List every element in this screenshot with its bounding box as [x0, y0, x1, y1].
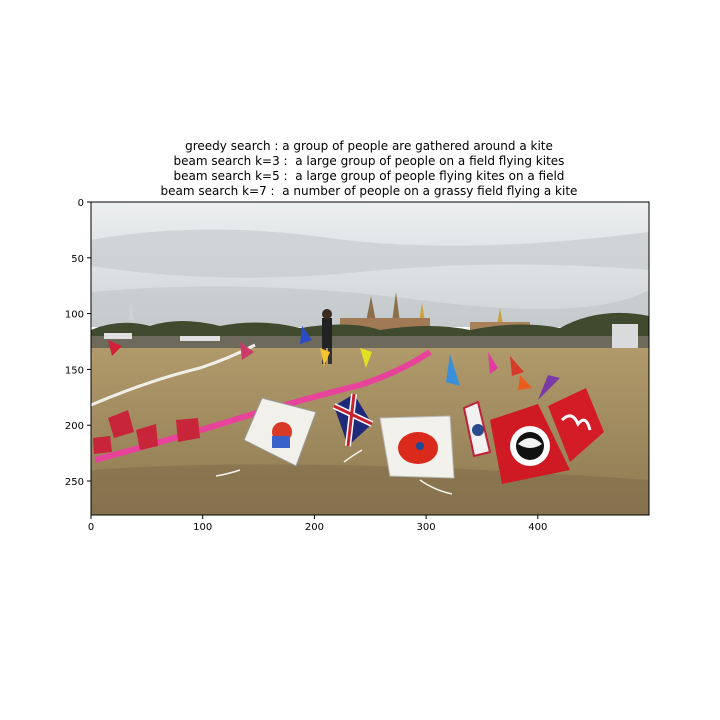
- y-tick-label: 200: [65, 421, 84, 432]
- kite-union-jack: [332, 393, 374, 447]
- kite-monkey: [243, 397, 317, 467]
- y-axis: [87, 201, 91, 482]
- y-tick-label: 50: [71, 254, 84, 265]
- y-tick-label: 250: [65, 477, 84, 488]
- x-tick-label: 300: [417, 522, 436, 533]
- title-beam-k5: beam search k=5 : a large group of peopl…: [173, 169, 565, 183]
- y-tick-label: 150: [65, 365, 84, 376]
- title-beam-k7: beam search k=7 : a number of people on …: [160, 184, 578, 198]
- x-axis: [90, 515, 539, 519]
- scene-photo: [91, 202, 649, 515]
- left-kites: [93, 410, 200, 454]
- y-tick-label: 100: [65, 310, 84, 321]
- title-greedy: greedy search : a group of people are ga…: [185, 139, 553, 153]
- title-beam-k3: beam search k=3 : a large group of peopl…: [173, 154, 565, 168]
- x-tick-label: 200: [305, 522, 324, 533]
- tree-line: [91, 312, 649, 342]
- x-tick-label: 400: [528, 522, 547, 533]
- y-tick-label: 0: [78, 198, 84, 209]
- distant-kites: [108, 326, 560, 400]
- kite-blue-white: [462, 400, 492, 458]
- kite-fish: [379, 415, 455, 479]
- x-tick-label: 0: [88, 522, 94, 533]
- axes-frame: [90, 201, 650, 516]
- kite-red-script: [548, 388, 604, 462]
- x-tick-label: 100: [193, 522, 212, 533]
- kite-red-black: [490, 404, 570, 484]
